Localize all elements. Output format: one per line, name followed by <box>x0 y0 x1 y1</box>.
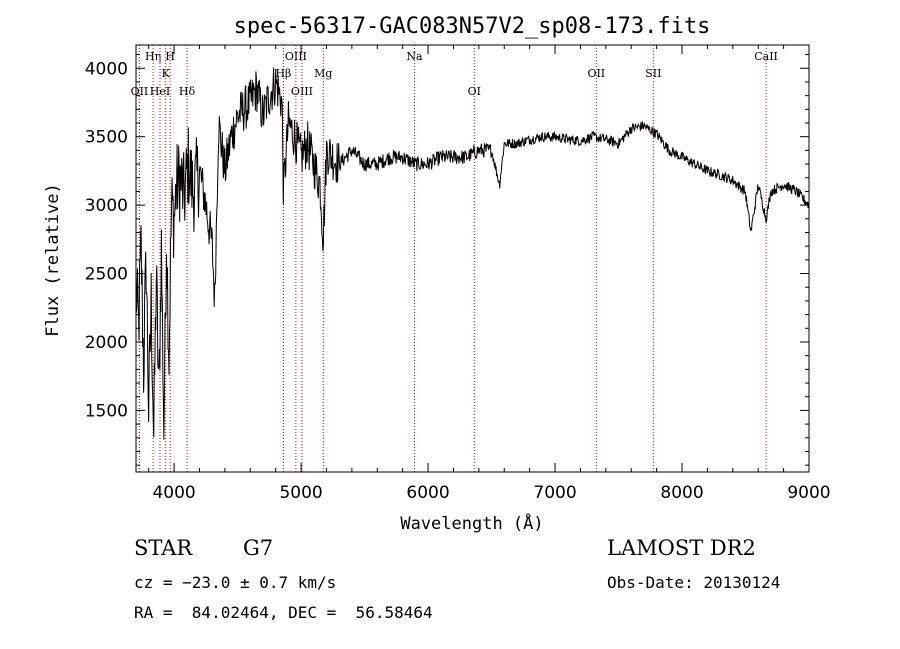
line-label-10: Na <box>406 50 423 63</box>
line-label-0: OII <box>131 85 149 98</box>
line-label-11: OI <box>468 85 481 98</box>
spectrum-line <box>135 67 810 440</box>
line-label-6: Hβ <box>275 67 291 80</box>
line-label-1: Hη <box>145 50 161 63</box>
subclass-label: G7 <box>243 536 274 560</box>
x-tick-label-1: 5000 <box>279 483 322 503</box>
x-tick-label-2: 6000 <box>406 483 449 503</box>
line-label-13: SII <box>645 67 661 80</box>
y-axis-label: Flux (relative) <box>43 183 63 337</box>
cz-line: cz = −23.0 ± 0.7 km/s <box>134 573 337 592</box>
line-label-14: CaII <box>754 50 778 63</box>
survey-label: LAMOST DR2 <box>607 536 756 560</box>
radec-line: RA = 84.02464, DEC = 56.58464 <box>134 603 433 622</box>
line-label-8: OIII <box>291 85 313 98</box>
line-label-9: Mg <box>314 67 332 80</box>
spectrum-series <box>135 67 810 440</box>
plot-axes: 4000 5000 6000 7000 8000 9000 1500 2000 2500 3000… <box>85 44 831 503</box>
line-label-5: Hδ <box>179 85 196 98</box>
x-tick-label-5: 9000 <box>787 483 830 503</box>
x-axis-label: Wavelength (Å) <box>400 512 543 534</box>
line-label-4: H <box>165 50 175 63</box>
x-tick-label-3: 7000 <box>533 483 576 503</box>
chart-title: spec-56317-GAC083N57V2_sp08-173.fits <box>234 14 711 39</box>
line-label-3: K <box>162 67 171 80</box>
line-label-7: OIII <box>285 50 307 63</box>
y-tick-label-5: 4000 <box>85 59 128 79</box>
y-tick-label-2: 2500 <box>85 265 128 285</box>
plot-frame <box>135 44 810 473</box>
x-tick-label-0: 4000 <box>152 483 195 503</box>
y-tick-label-1: 2000 <box>85 333 128 353</box>
y-tick-label-4: 3500 <box>85 128 128 148</box>
line-label-2: HeI <box>150 85 170 98</box>
y-tick-label-3: 3000 <box>85 196 128 216</box>
x-tick-label-4: 8000 <box>660 483 703 503</box>
obs-date: Obs-Date: 20130124 <box>607 573 781 592</box>
class-label: STAR <box>134 536 193 560</box>
y-tick-label-0: 1500 <box>85 401 128 421</box>
line-label-12: OII <box>587 67 605 80</box>
